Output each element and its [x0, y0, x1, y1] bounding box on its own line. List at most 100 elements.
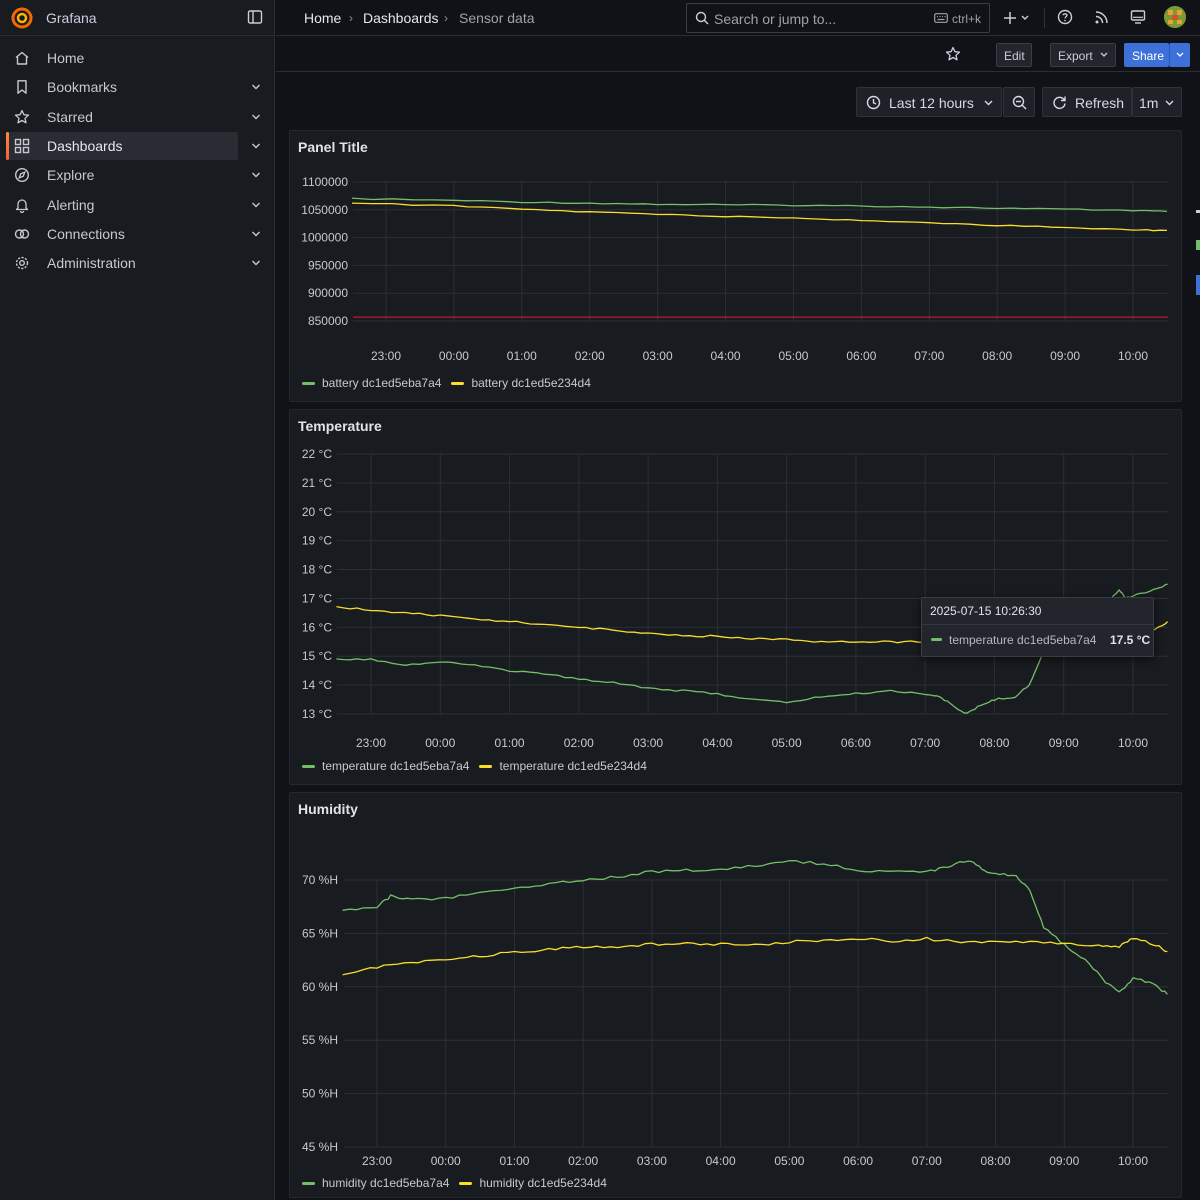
legend-swatch: [479, 764, 493, 768]
sidebar-item-dashboards[interactable]: Dashboards: [6, 131, 238, 160]
sidebar-item-label: Home: [47, 50, 85, 66]
sidebar-item-alerting[interactable]: Alerting: [6, 191, 238, 219]
x-tick-label: 04:00: [706, 1154, 736, 1168]
search-placeholder: Search or jump to...: [714, 11, 837, 27]
clock-icon: [866, 95, 881, 110]
refresh-button[interactable]: Refresh: [1042, 87, 1132, 117]
x-tick-label: 07:00: [912, 1154, 942, 1168]
news-rss-icon[interactable]: [1094, 9, 1110, 25]
sidebar-item-home[interactable]: Home: [6, 44, 238, 72]
y-tick-label: 55 %H: [302, 1033, 338, 1047]
legend-item[interactable]: temperature dc1ed5e234d4: [479, 758, 647, 774]
edit-button[interactable]: Edit: [996, 43, 1032, 67]
zoom-out-icon: [1012, 95, 1027, 110]
breadcrumb-separator-icon: ›: [349, 11, 353, 25]
x-tick-label: 08:00: [981, 1154, 1011, 1168]
breadcrumb-dashboards[interactable]: Dashboards: [363, 10, 439, 26]
dashboards-grid-icon: [14, 138, 30, 154]
star-dashboard-icon[interactable]: [945, 46, 961, 62]
star-icon: [14, 109, 30, 124]
legend-item[interactable]: temperature dc1ed5eba7a4: [302, 758, 469, 774]
zoom-out-button[interactable]: [1003, 87, 1035, 117]
bell-icon: [15, 198, 29, 213]
search-input[interactable]: Search or jump to... ctrl+k: [686, 3, 990, 33]
legend-swatch: [302, 764, 315, 768]
breadcrumb-home[interactable]: Home: [304, 10, 342, 26]
chevron-down-icon[interactable]: [250, 228, 262, 240]
y-tick-label: 50 %H: [302, 1087, 338, 1101]
kiosk-mode-icon[interactable]: [1130, 9, 1146, 25]
chevron-down-icon[interactable]: [250, 199, 262, 211]
series-line-humidity-dc1ed5e234d4[interactable]: [342, 936, 1168, 976]
plus-icon[interactable]: [1003, 10, 1031, 26]
sidebar-item-label: Connections: [47, 225, 125, 242]
user-avatar[interactable]: [1164, 6, 1186, 28]
series-line-battery-dc1ed5e234d4[interactable]: [351, 202, 1168, 232]
keyboard-icon: [934, 13, 948, 23]
chart-tooltip: 2025-07-15 10:26:30 temperature dc1ed5eb…: [921, 597, 1154, 657]
sidebar-item-label: Alerting: [47, 196, 95, 213]
legend-item[interactable]: battery dc1ed5e234d4: [451, 375, 591, 391]
y-tick-label: 1050000: [301, 203, 348, 217]
share-menu-button[interactable]: [1169, 43, 1190, 67]
time-range-picker[interactable]: Last 12 hours: [856, 87, 1002, 117]
top-bar: Home › Dashboards › Sensor data Search o…: [276, 0, 1200, 36]
panel-title[interactable]: Temperature: [298, 418, 382, 434]
y-tick-label: 60 %H: [302, 980, 338, 994]
y-tick-label: 45 %H: [302, 1140, 338, 1154]
legend-label: humidity dc1ed5e234d4: [479, 1176, 607, 1190]
chevron-down-icon[interactable]: [250, 257, 262, 269]
chevron-down-icon[interactable]: [250, 140, 262, 152]
chevron-down-icon: [1176, 52, 1184, 57]
chevron-down-icon[interactable]: [250, 111, 262, 123]
dock-menu-icon[interactable]: [247, 9, 263, 25]
grafana-logo-icon[interactable]: [10, 6, 34, 30]
x-tick-label: 06:00: [843, 1154, 873, 1168]
sidebar-item-bookmarks[interactable]: Bookmarks: [6, 73, 238, 101]
chevron-down-icon[interactable]: [250, 81, 262, 93]
help-icon[interactable]: [1057, 9, 1073, 25]
y-tick-label: 18 °C: [302, 563, 332, 577]
sidebar-item-starred[interactable]: Starred: [6, 103, 238, 131]
x-tick-label: 23:00: [362, 1154, 392, 1168]
x-tick-label: 03:00: [633, 736, 663, 750]
panel-title[interactable]: Panel Title: [298, 139, 368, 155]
x-tick-label: 10:00: [1118, 349, 1148, 363]
legend-label: temperature dc1ed5eba7a4: [322, 759, 470, 773]
sidebar-item-explore[interactable]: Explore: [6, 161, 238, 189]
home-icon: [15, 51, 29, 65]
sidebar-item-administration[interactable]: Administration: [6, 249, 238, 277]
x-tick-label: 23:00: [371, 349, 401, 363]
legend-item[interactable]: humidity dc1ed5e234d4: [459, 1175, 607, 1191]
series-line-battery-dc1ed5eba7a4[interactable]: [351, 197, 1168, 213]
tooltip-divider: [922, 624, 1153, 625]
battery-chart[interactable]: 1100000 1050000 1000000 950000 900000 850000 2…: [290, 131, 1183, 403]
share-button[interactable]: Share: [1124, 43, 1169, 67]
y-tick-label: 950000: [308, 258, 348, 272]
x-tick-label: 01:00: [499, 1154, 529, 1168]
tooltip-swatch: [931, 638, 942, 641]
x-tick-label: 01:00: [507, 349, 537, 363]
legend-item[interactable]: battery dc1ed5eba7a4: [302, 375, 441, 391]
sidebar-item-connections[interactable]: Connections: [6, 220, 238, 248]
battery-panel: Panel Title 1100000 1050000 1000000 950000 9…: [289, 130, 1182, 402]
chart-legend: temperature dc1ed5eba7a4 temperature dc1…: [302, 758, 647, 774]
y-tick-label: 17 °C: [302, 591, 332, 605]
series-line-humidity-dc1ed5eba7a4[interactable]: [342, 860, 1168, 995]
y-tick-label: 900000: [308, 286, 348, 300]
brand-header: Grafana: [0, 0, 275, 36]
legend-label: humidity dc1ed5eba7a4: [322, 1176, 450, 1190]
sidebar-item-label: Explore: [47, 167, 95, 184]
panel-title[interactable]: Humidity: [298, 801, 358, 817]
legend-item[interactable]: humidity dc1ed5eba7a4: [302, 1175, 449, 1191]
chevron-down-icon[interactable]: [250, 169, 262, 181]
legend-label: battery dc1ed5e234d4: [471, 376, 591, 390]
chart-grid: [337, 453, 1168, 715]
humidity-chart[interactable]: 70 %H 65 %H 60 %H 55 %H 50 %H 45 %H 23:00 00:00…: [290, 793, 1183, 1199]
x-tick-label: 02:00: [575, 349, 605, 363]
x-tick-label: 08:00: [982, 349, 1012, 363]
export-button[interactable]: Export: [1050, 43, 1116, 67]
chevron-down-icon: [984, 100, 993, 106]
refresh-interval-picker[interactable]: 1m: [1132, 87, 1182, 117]
x-tick-label: 02:00: [564, 736, 594, 750]
